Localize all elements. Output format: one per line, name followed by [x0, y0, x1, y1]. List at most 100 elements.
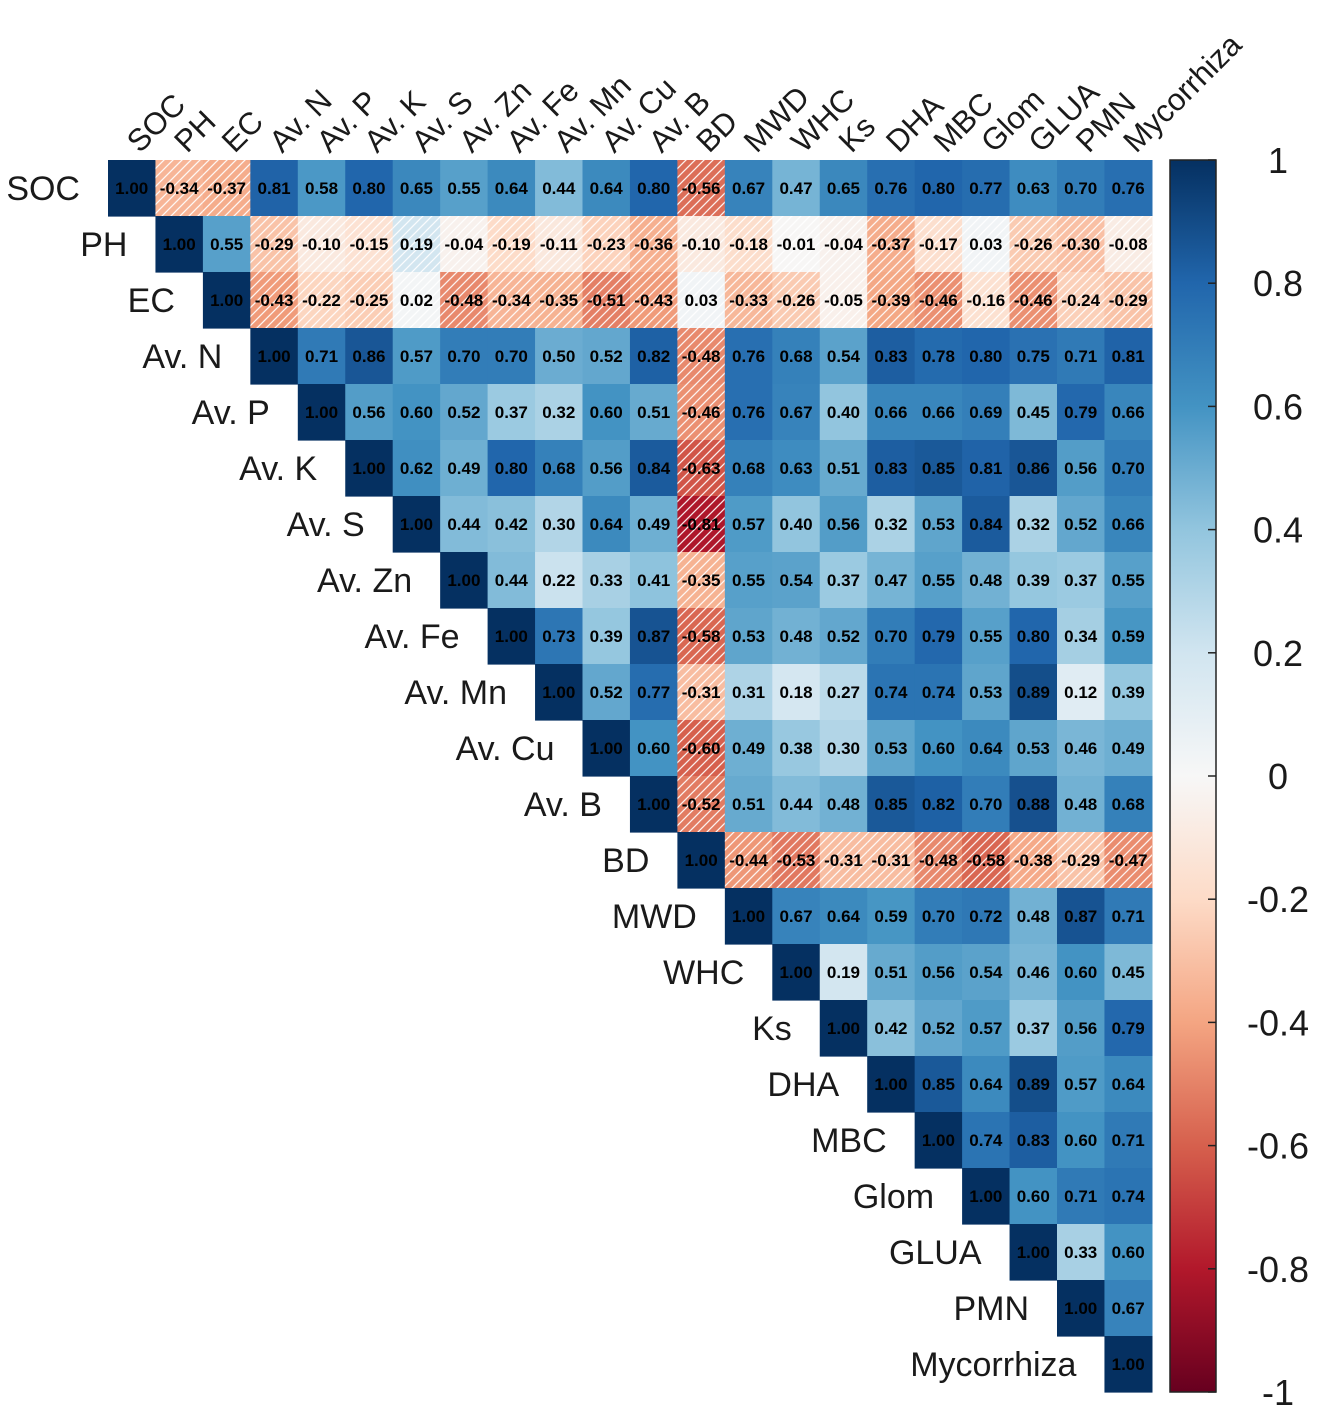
legend-ticks: 1 0.8 0.6 0.4 0.2 0 -0.2 -0.4 -0.6 -0.8 -1 [1208, 140, 1309, 1413]
cell-value-label: 0.56 [352, 403, 385, 422]
cell-value-label: -0.51 [587, 291, 626, 310]
cell-value-label: 1.00 [732, 907, 765, 926]
legend-tick-label: -1 [1262, 1372, 1294, 1413]
heatmap-cell-ks-mycorrhiza: 0.79 [1104, 1000, 1153, 1057]
heatmap-cell-av-zn-bd: -0.35 [677, 552, 726, 609]
cell-value-label: 0.39 [1017, 571, 1050, 590]
cell-value-label: -0.30 [1061, 235, 1100, 254]
insignificant-hatch [487, 216, 536, 272]
heatmap-cell-av-p-av-mn: 0.32 [535, 384, 584, 441]
cell-value-label: -0.24 [1061, 291, 1100, 310]
heatmap-cell-av-b-mbc: 0.82 [914, 776, 963, 833]
heatmap-cell-av-k-whc: 0.63 [772, 440, 821, 497]
cell-value-label: 0.32 [874, 515, 907, 534]
heatmap-cell-av-n-av-fe: 0.70 [487, 328, 536, 385]
insignificant-hatch [772, 272, 820, 328]
heatmap-cell-mycorrhiza-mycorrhiza: 1.00 [1104, 1336, 1153, 1393]
insignificant-hatch [345, 272, 393, 328]
cell-value-label: 0.76 [732, 347, 765, 366]
cell-value-label: 0.86 [352, 347, 385, 366]
cell-value-label: 0.03 [685, 291, 718, 310]
row-label-ks: Ks [752, 1010, 792, 1048]
cell-value-label: 0.44 [447, 515, 481, 534]
heatmap-cell-mwd-whc: 0.67 [772, 888, 821, 945]
heatmap-cell-av-s-av-mn: 0.30 [535, 496, 584, 553]
heatmap-cell-av-s-glom: 0.84 [962, 496, 1011, 553]
cell-value-label: 0.44 [495, 571, 529, 590]
cell-value-label: 0.57 [732, 515, 765, 534]
cell-value-label: 0.65 [827, 179, 860, 198]
heatmap-cell-av-zn-av-mn: 0.22 [535, 552, 584, 609]
cell-value-label: -0.43 [634, 291, 673, 310]
cell-value-label: -0.10 [682, 235, 721, 254]
heatmap-cell-av-mn-mycorrhiza: 0.39 [1104, 664, 1153, 721]
heatmap-cell-av-cu-mwd: 0.49 [724, 720, 773, 777]
heatmap-cell-mwd-mwd: 1.00 [724, 888, 773, 945]
cell-value-label: 0.64 [1112, 1075, 1146, 1094]
heatmap-cell-soc-mycorrhiza: 0.76 [1104, 160, 1153, 217]
cell-value-label: 0.74 [1112, 1187, 1146, 1206]
heatmap-cell-whc-mycorrhiza: 0.45 [1104, 944, 1153, 1001]
cell-value-label: 0.64 [827, 907, 861, 926]
heatmap-cell-ph-whc: -0.01 [772, 216, 821, 273]
heatmap-cell-av-p-mbc: 0.66 [914, 384, 963, 441]
heatmap-cell-av-n-av-mn: 0.50 [535, 328, 584, 385]
cell-value-label: 1.00 [827, 1019, 860, 1038]
cell-value-label: 1.00 [447, 571, 480, 590]
cell-value-label: 0.02 [400, 291, 433, 310]
cell-value-label: 0.37 [1017, 1019, 1050, 1038]
cell-value-label: -0.46 [682, 403, 721, 422]
cell-value-label: 0.68 [779, 347, 812, 366]
heatmap-cell-ph-av-mn: -0.11 [535, 216, 584, 273]
cell-value-label: 0.80 [1017, 627, 1050, 646]
heatmap-cell-ph-av-fe: -0.19 [487, 216, 536, 273]
cell-value-label: 0.60 [590, 403, 623, 422]
cell-value-label: 0.48 [1017, 907, 1050, 926]
cell-value-label: -0.26 [777, 291, 816, 310]
cell-value-label: 0.70 [922, 907, 955, 926]
cell-value-label: 0.83 [1017, 1131, 1050, 1150]
insignificant-hatch [677, 664, 725, 720]
heatmap-cell-av-s-whc: 0.40 [772, 496, 821, 553]
heatmap-cell-av-p-ks: 0.40 [819, 384, 868, 441]
heatmap-cell-ec-av-n: -0.43 [250, 272, 299, 329]
cell-value-label: -0.34 [160, 179, 199, 198]
heatmap-cell-av-p-av-cu: 0.60 [582, 384, 631, 441]
cell-value-label: 0.34 [1064, 627, 1098, 646]
cell-value-label: 0.67 [732, 179, 765, 198]
heatmap-cell-ec-whc: -0.26 [772, 272, 821, 329]
heatmap-cell-av-fe-av-fe: 1.00 [487, 608, 536, 665]
row-label-mwd: MWD [612, 898, 697, 936]
heatmap-cell-whc-dha: 0.51 [867, 944, 916, 1001]
heatmap-cell-av-cu-mycorrhiza: 0.49 [1104, 720, 1153, 777]
heatmap-cell-av-fe-mwd: 0.53 [724, 608, 773, 665]
insignificant-hatch [1009, 216, 1057, 272]
insignificant-hatch [724, 832, 773, 888]
heatmap-cell-av-cu-av-b: 0.60 [629, 720, 678, 777]
heatmap-cell-glom-glom: 1.00 [962, 1168, 1011, 1225]
heatmap-cell-av-n-mwd: 0.76 [724, 328, 773, 385]
heatmap-cell-mwd-pmn: 0.87 [1057, 888, 1106, 945]
cell-value-label: 0.83 [874, 347, 907, 366]
heatmap-cell-mwd-glom: 0.72 [962, 888, 1011, 945]
heatmap-cell-av-k-av-b: 0.84 [629, 440, 678, 497]
cell-value-label: 0.55 [1112, 571, 1145, 590]
cell-value-label: 0.84 [637, 459, 671, 478]
cell-value-label: 0.80 [495, 459, 528, 478]
insignificant-hatch [487, 272, 536, 328]
heatmap-cell-ec-mycorrhiza: -0.29 [1104, 272, 1153, 329]
heatmap-cell-av-zn-glua: 0.39 [1009, 552, 1058, 609]
cell-value-label: 0.76 [732, 403, 765, 422]
heatmap-cell-ph-ec: 0.55 [202, 216, 251, 273]
cell-value-label: -0.60 [682, 739, 721, 758]
cell-value-label: 0.82 [922, 795, 955, 814]
insignificant-hatch [772, 832, 820, 888]
heatmap-cell-soc-bd: -0.56 [677, 160, 726, 217]
insignificant-hatch [1057, 272, 1105, 328]
cell-value-label: 0.85 [874, 795, 907, 814]
cell-value-label: 0.80 [637, 179, 670, 198]
heatmap-cell-ec-av-p: -0.22 [297, 272, 346, 329]
heatmap-cell-av-zn-ks: 0.37 [819, 552, 868, 609]
cell-value-label: 0.45 [1112, 963, 1145, 982]
